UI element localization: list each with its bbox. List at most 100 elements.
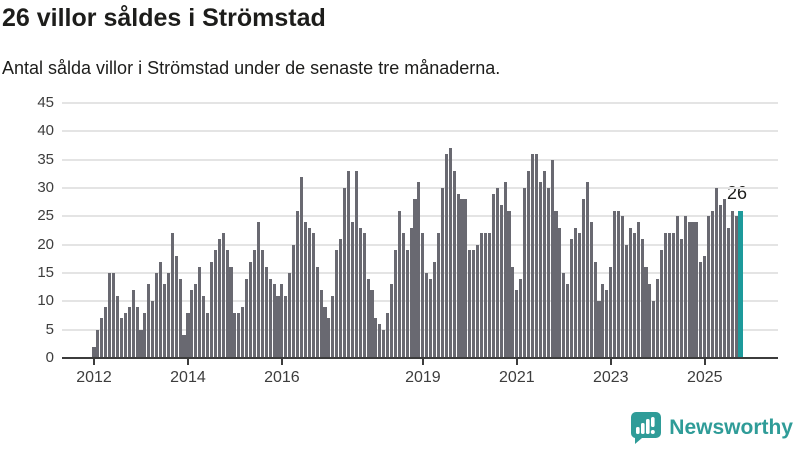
bar — [628, 227, 632, 358]
bar — [245, 278, 249, 358]
bar — [319, 290, 323, 358]
x-axis-tick — [421, 359, 424, 365]
bar — [409, 227, 413, 358]
bar — [503, 182, 507, 358]
bar — [296, 210, 300, 358]
bar — [350, 222, 354, 358]
bar — [335, 250, 339, 358]
bar — [366, 278, 370, 358]
bar — [178, 278, 182, 358]
bar — [135, 307, 139, 358]
bar — [636, 222, 640, 358]
bar — [613, 210, 617, 358]
bar — [374, 318, 378, 358]
bar — [378, 324, 382, 358]
bar — [511, 267, 515, 358]
bar — [699, 261, 703, 358]
bar — [159, 261, 163, 358]
bar — [303, 222, 307, 358]
bar — [644, 267, 648, 358]
bar — [726, 227, 730, 358]
bar — [585, 182, 589, 358]
bar — [464, 199, 468, 358]
bar — [652, 301, 656, 358]
x-axis-tick — [280, 359, 283, 365]
last-value-annotation: 26 — [726, 182, 747, 203]
y-gridline — [62, 158, 778, 161]
x-axis-tick-label: 2023 — [592, 369, 629, 386]
bar — [104, 307, 108, 358]
bar — [401, 233, 405, 358]
bar — [581, 199, 585, 358]
bar — [386, 312, 390, 358]
bar — [213, 250, 217, 358]
bar — [221, 233, 225, 358]
bar — [139, 329, 143, 358]
chart-title: 26 villor såldes i Strömstad — [2, 4, 326, 32]
bar — [346, 171, 351, 358]
bar — [632, 233, 636, 358]
bar — [233, 312, 237, 358]
newsworthy-wordmark: Newsworthy — [669, 416, 793, 439]
bar — [734, 216, 738, 358]
bar — [174, 256, 178, 358]
bar — [260, 250, 264, 358]
bar — [272, 284, 276, 358]
bar — [523, 188, 527, 358]
bar — [711, 210, 715, 358]
bar — [323, 307, 327, 358]
bar — [202, 295, 206, 358]
bar — [707, 216, 711, 358]
y-axis-tick-label: 5 — [45, 320, 54, 338]
bar — [166, 273, 170, 358]
y-axis-tick-label: 45 — [37, 94, 54, 111]
bar — [264, 267, 268, 358]
bar — [162, 284, 166, 358]
bar — [679, 239, 683, 358]
chart-subtitle: Antal sålda villor i Strömstad under de … — [2, 58, 501, 78]
bar — [209, 261, 213, 358]
bar — [425, 273, 429, 358]
bar — [597, 301, 601, 358]
bar — [413, 199, 417, 358]
x-axis-tick-label: 2016 — [264, 369, 300, 386]
bar — [656, 278, 660, 358]
bar — [566, 284, 570, 358]
bar — [123, 312, 127, 358]
bar — [714, 188, 719, 358]
bar — [695, 222, 699, 358]
bar — [667, 233, 672, 358]
bar — [358, 227, 362, 358]
x-axis-tick-label: 2012 — [76, 369, 112, 386]
bar — [664, 233, 668, 358]
bar — [284, 295, 288, 358]
bar — [436, 233, 441, 358]
bar — [648, 284, 652, 358]
bar — [382, 329, 386, 358]
bar — [288, 273, 292, 358]
bar — [354, 171, 358, 358]
x-axis-tick — [93, 359, 95, 365]
bar — [691, 222, 695, 358]
bar — [417, 182, 421, 358]
bar — [476, 244, 480, 358]
bar — [119, 318, 123, 358]
bar — [307, 227, 311, 358]
bar — [362, 233, 366, 358]
bar — [468, 250, 472, 358]
bar — [96, 329, 100, 358]
bar — [249, 261, 253, 358]
x-axis-line — [62, 357, 778, 359]
newsworthy-logo[interactable]: Newsworthy — [629, 411, 793, 445]
bar — [515, 290, 519, 358]
bar — [252, 250, 257, 358]
bar — [444, 154, 448, 358]
y-axis-tick-label: 25 — [37, 207, 54, 225]
bar — [421, 233, 425, 358]
bar — [546, 188, 550, 358]
bar — [527, 171, 531, 358]
y-axis-tick-label: 0 — [45, 349, 54, 366]
bar — [483, 233, 488, 358]
bar — [131, 290, 135, 358]
bar — [507, 210, 511, 358]
